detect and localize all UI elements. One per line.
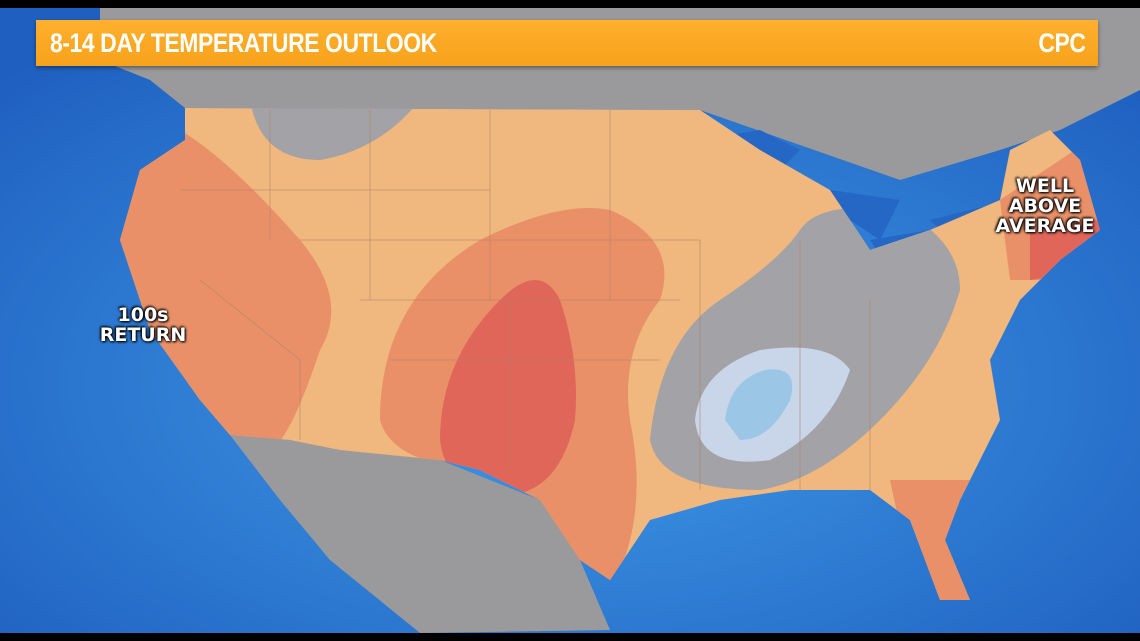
outlook-regions	[120, 108, 1100, 600]
label-line: RETURN	[99, 324, 187, 346]
region-well-below	[725, 369, 793, 440]
label-northeast: WELL ABOVE AVERAGE	[980, 176, 1110, 236]
label-line: AVERAGE	[995, 215, 1095, 237]
label-west: 100s RETURN	[88, 305, 198, 345]
region-well-above-plains	[440, 280, 576, 495]
region-near-normal-north	[250, 108, 420, 160]
label-line: 100s	[117, 304, 169, 326]
mexico	[230, 435, 610, 633]
banner-source: CPC	[1038, 27, 1087, 58]
state-borders	[180, 110, 871, 490]
label-line: ABOVE	[1008, 195, 1082, 217]
label-line: WELL	[1015, 175, 1075, 197]
banner-title: 8-14 DAY TEMPERATURE OUTLOOK	[50, 27, 437, 58]
title-banner: 8-14 DAY TEMPERATURE OUTLOOK CPC	[36, 20, 1098, 66]
